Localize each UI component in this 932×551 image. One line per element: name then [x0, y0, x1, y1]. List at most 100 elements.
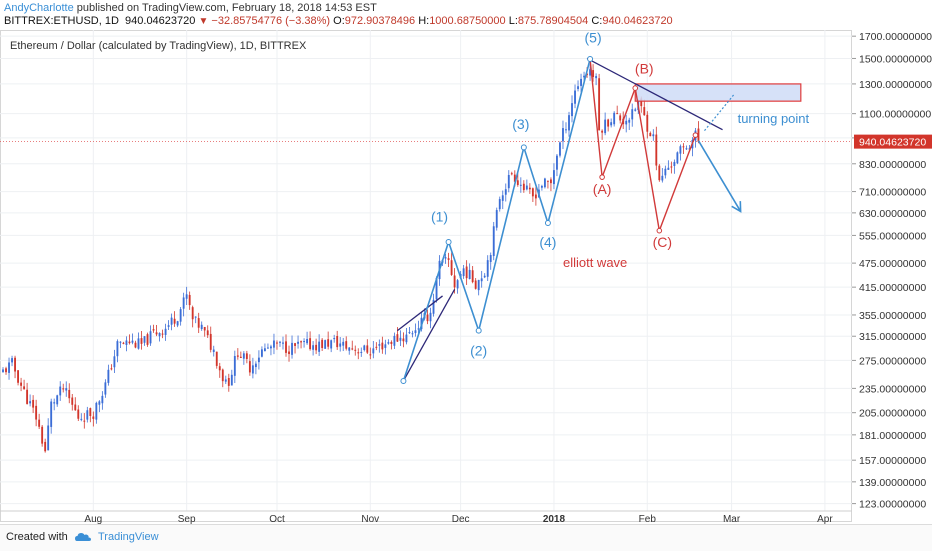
candle-body	[339, 343, 342, 347]
candle-body	[218, 366, 221, 371]
candle-body	[336, 335, 339, 348]
candle-body	[387, 342, 390, 344]
candle-body	[393, 335, 396, 346]
candle-body	[589, 69, 592, 76]
wave-pivot	[599, 174, 605, 180]
high-label: H:	[418, 15, 430, 27]
candle-body	[309, 338, 312, 350]
candle-body	[685, 148, 688, 150]
candle-body	[531, 188, 534, 197]
candle-body	[41, 426, 44, 444]
candle-body	[206, 330, 209, 336]
candle-body	[501, 195, 504, 201]
y-tick-label: 475.00000000	[859, 258, 926, 270]
wave-pivot	[445, 238, 452, 245]
candle-body	[586, 73, 589, 75]
candle-body	[11, 358, 13, 363]
y-tick-label: 415.00000000	[859, 282, 926, 294]
candle-body	[312, 345, 315, 350]
candle-body	[360, 351, 363, 353]
candle-body	[607, 119, 610, 127]
wave-pivot	[400, 377, 407, 384]
footer: Created with TradingView	[0, 524, 932, 551]
candle-body	[601, 130, 604, 133]
candle-body	[330, 340, 333, 349]
candle-body	[140, 338, 143, 344]
candle-body	[673, 161, 676, 166]
candle-body	[270, 346, 272, 349]
candle-body	[550, 179, 552, 184]
candle-body	[170, 317, 173, 325]
open-label: O:	[333, 15, 345, 27]
candle-body	[98, 401, 101, 405]
candle-body	[390, 341, 393, 344]
candle-body	[667, 167, 670, 170]
candle-body	[534, 194, 537, 199]
candle-body	[101, 395, 104, 404]
candle-body	[405, 334, 408, 343]
candle-body	[571, 103, 573, 117]
candle-body	[155, 332, 158, 335]
footer-created: Created with	[6, 531, 68, 543]
candle-body	[291, 342, 293, 355]
candle-body	[598, 78, 601, 131]
candle-body	[188, 294, 191, 306]
wave-pivot	[587, 56, 594, 63]
candle-body	[248, 361, 251, 373]
candle-body	[396, 334, 399, 342]
candle-body	[74, 404, 77, 411]
x-tick-label: Apr	[817, 514, 833, 524]
candle-body	[29, 401, 32, 404]
wave-pivot	[544, 220, 551, 227]
candle-body	[224, 379, 227, 382]
candle-body	[47, 425, 50, 451]
candle-body	[444, 257, 447, 259]
candle-body	[670, 166, 673, 168]
candle-body	[568, 115, 570, 131]
candle-body	[239, 356, 242, 358]
price-chart[interactable]: (1) (2) (3) (4) (5) (A) (B) (C) elliott wave turn…	[0, 30, 932, 524]
candle-body	[68, 389, 71, 399]
candle-body	[137, 338, 140, 349]
footer-brand-link[interactable]: TradingView	[98, 531, 159, 543]
candle-body	[56, 395, 59, 405]
y-tick-label: 157.00000000	[859, 455, 926, 467]
candle-body	[580, 78, 582, 86]
candle-body	[592, 70, 595, 77]
forecast-arrowhead	[731, 201, 742, 213]
x-tick-label: Sep	[178, 514, 196, 524]
x-tick-label: Nov	[361, 514, 379, 524]
x-tick-label: Dec	[452, 514, 470, 524]
candle-body	[631, 109, 634, 120]
candle-body	[134, 342, 137, 348]
author-link[interactable]: AndyCharlotte	[4, 2, 74, 14]
open-value: 972.90378496	[344, 15, 416, 27]
candle-body	[604, 119, 607, 134]
candle-body	[203, 326, 206, 331]
wave-label: (B)	[635, 60, 654, 76]
wedge-lower-line	[402, 289, 456, 382]
x-tick-label: Feb	[639, 514, 657, 524]
candle-body	[146, 334, 149, 345]
candle-body	[71, 397, 74, 405]
candle-body	[688, 148, 691, 150]
candle-body	[375, 346, 378, 348]
candle-body	[236, 355, 239, 357]
candle-body	[453, 275, 456, 288]
candle-body	[426, 314, 429, 322]
candle-body	[616, 113, 619, 115]
candle-body	[35, 405, 38, 420]
candle-body	[342, 341, 345, 346]
candle-body	[273, 340, 275, 348]
candle-body	[489, 255, 492, 262]
candle-body	[245, 353, 248, 359]
wave-label: (A)	[593, 181, 612, 197]
last-price-label: 940.04623720	[859, 137, 926, 149]
candle-body	[577, 86, 579, 90]
candle-body	[414, 330, 417, 334]
candle-body	[233, 355, 236, 376]
candle-body	[619, 115, 622, 121]
candle-body	[107, 369, 110, 383]
candle-body	[161, 333, 164, 335]
x-tick-label: Aug	[84, 514, 102, 524]
